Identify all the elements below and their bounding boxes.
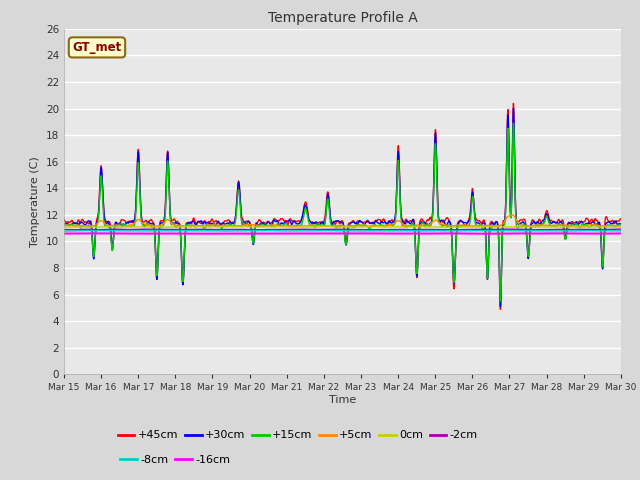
-8cm [617,228,625,234]
-8cm [264,228,272,233]
0cm [318,224,326,229]
+30cm [497,304,504,310]
+15cm [308,223,316,228]
-16cm [126,231,134,237]
+30cm [308,220,316,226]
0cm [447,224,454,230]
Line: -8cm: -8cm [64,230,621,231]
0cm [378,224,385,229]
+15cm [377,222,385,228]
0cm [193,224,200,229]
-16cm [617,230,625,236]
0cm [617,224,625,230]
+45cm [377,218,385,224]
-2cm [60,227,68,232]
-2cm [103,227,111,232]
+45cm [60,216,68,222]
-16cm [297,231,305,237]
-2cm [308,227,316,232]
-8cm [308,228,316,234]
+30cm [617,221,625,227]
+15cm [296,223,304,228]
-2cm [617,226,625,232]
+45cm [296,220,304,226]
Line: +15cm: +15cm [64,123,621,301]
+15cm [60,221,68,227]
-16cm [547,230,554,236]
-16cm [198,231,205,237]
-2cm [318,227,326,232]
+30cm [296,219,304,225]
Line: +45cm: +45cm [64,103,621,309]
+5cm [286,224,294,229]
-16cm [308,230,316,236]
+45cm [509,100,517,106]
+5cm [509,212,516,218]
Line: +30cm: +30cm [64,108,621,307]
+15cm [318,222,326,228]
+5cm [318,223,326,228]
+30cm [60,221,68,227]
+45cm [497,306,504,312]
-8cm [378,228,385,234]
0cm [297,224,305,230]
Legend: -8cm, -16cm: -8cm, -16cm [116,450,235,469]
-2cm [377,227,385,233]
+45cm [617,216,625,222]
-8cm [297,228,305,234]
+45cm [103,219,111,225]
+30cm [126,218,134,224]
-16cm [318,230,326,236]
-2cm [504,226,512,232]
+15cm [617,222,625,228]
-2cm [452,227,460,233]
-8cm [126,228,134,234]
0cm [308,224,316,230]
Y-axis label: Temperature (C): Temperature (C) [30,156,40,247]
0cm [126,224,134,230]
+30cm [377,219,385,225]
+15cm [103,223,111,229]
-16cm [378,231,385,237]
+5cm [308,222,316,228]
Text: GT_met: GT_met [72,41,122,54]
+30cm [103,220,111,226]
X-axis label: Time: Time [329,395,356,405]
+5cm [297,223,305,229]
-8cm [60,228,68,234]
+45cm [308,220,316,226]
-8cm [103,228,111,234]
+15cm [497,298,504,304]
+5cm [103,222,111,228]
+5cm [378,223,385,228]
+30cm [509,105,517,111]
+5cm [60,222,68,228]
+45cm [318,220,326,226]
-16cm [103,230,111,236]
+45cm [126,218,134,224]
0cm [60,224,68,230]
+15cm [509,120,517,126]
Line: +5cm: +5cm [64,215,621,227]
-8cm [318,228,326,234]
0cm [103,224,111,229]
-2cm [126,227,134,232]
Line: -2cm: -2cm [64,229,621,230]
+30cm [318,219,326,225]
+5cm [126,222,134,228]
-2cm [296,227,304,232]
-16cm [60,231,68,237]
+15cm [126,223,134,229]
+5cm [617,223,625,228]
Title: Temperature Profile A: Temperature Profile A [268,11,417,25]
